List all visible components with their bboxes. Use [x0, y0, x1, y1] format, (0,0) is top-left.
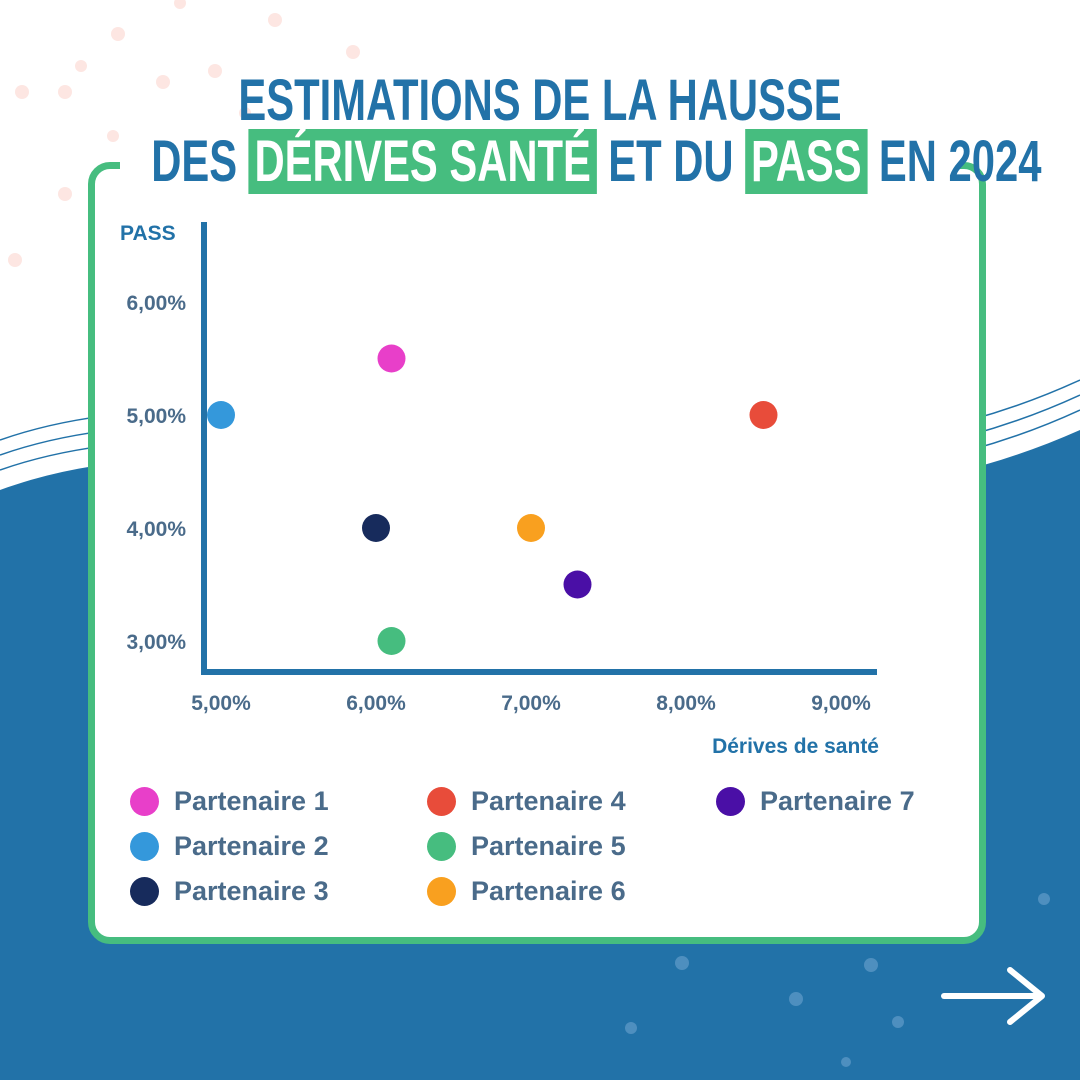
x-tick-label: 7,00% — [501, 692, 561, 715]
data-point-partenaire-2 — [207, 401, 235, 429]
data-point-partenaire-5 — [377, 627, 406, 655]
legend-item: Partenaire 1 — [130, 786, 329, 817]
x-tick-label: 9,00% — [811, 692, 871, 715]
title-text: EN 2024 — [878, 129, 1042, 194]
title-line-2: DES DÉRIVES SANTÉ ET DU PASS EN 2024 — [151, 129, 1041, 194]
legend-marker-icon — [130, 877, 159, 906]
legend-item: Partenaire 3 — [130, 876, 329, 907]
legend-label: Partenaire 6 — [471, 876, 626, 906]
legend: Partenaire 1 Partenaire 2 Partenaire 3 Part… — [130, 786, 970, 916]
title-highlight-pass: PASS — [745, 129, 868, 194]
title-text: DES — [151, 129, 238, 194]
legend-label: Partenaire 4 — [471, 786, 626, 816]
data-point-partenaire-1 — [377, 344, 406, 373]
x-axis-label: Dérives de santé — [712, 735, 879, 758]
legend-item: Partenaire 7 — [716, 786, 915, 817]
y-axis-label: PASS — [120, 222, 176, 245]
chart-frame — [88, 162, 986, 944]
title-highlight-derives: DÉRIVES SANTÉ — [248, 129, 597, 194]
data-point-partenaire-4 — [749, 401, 778, 429]
legend-label: Partenaire 5 — [471, 831, 626, 861]
x-tick-label: 8,00% — [656, 692, 716, 715]
x-tick-label: 6,00% — [346, 692, 406, 715]
legend-marker-icon — [130, 832, 159, 861]
data-point-partenaire-6 — [517, 514, 545, 542]
y-tick-label: 4,00% — [126, 518, 186, 541]
legend-item: Partenaire 6 — [427, 876, 626, 907]
legend-marker-icon — [427, 877, 456, 906]
title-text: ET DU — [608, 129, 734, 194]
legend-item: Partenaire 4 — [427, 786, 626, 817]
data-point-partenaire-3 — [362, 514, 390, 542]
legend-item: Partenaire 5 — [427, 831, 626, 862]
legend-marker-icon — [427, 787, 456, 816]
legend-marker-icon — [427, 832, 456, 861]
title-line-1: ESTIMATIONS DE LA HAUSSE — [238, 68, 842, 133]
legend-label: Partenaire 7 — [760, 786, 915, 816]
legend-item: Partenaire 2 — [130, 831, 329, 862]
data-point-partenaire-7 — [563, 570, 592, 599]
legend-label: Partenaire 1 — [174, 786, 329, 816]
legend-label: Partenaire 3 — [174, 876, 329, 906]
legend-marker-icon — [716, 787, 745, 816]
y-tick-label: 3,00% — [126, 631, 186, 654]
y-tick-label: 5,00% — [126, 405, 186, 428]
legend-marker-icon — [130, 787, 159, 816]
y-tick-label: 6,00% — [126, 292, 186, 315]
x-tick-label: 5,00% — [191, 692, 251, 715]
legend-label: Partenaire 2 — [174, 831, 329, 861]
next-arrow-icon[interactable] — [940, 966, 1050, 1026]
